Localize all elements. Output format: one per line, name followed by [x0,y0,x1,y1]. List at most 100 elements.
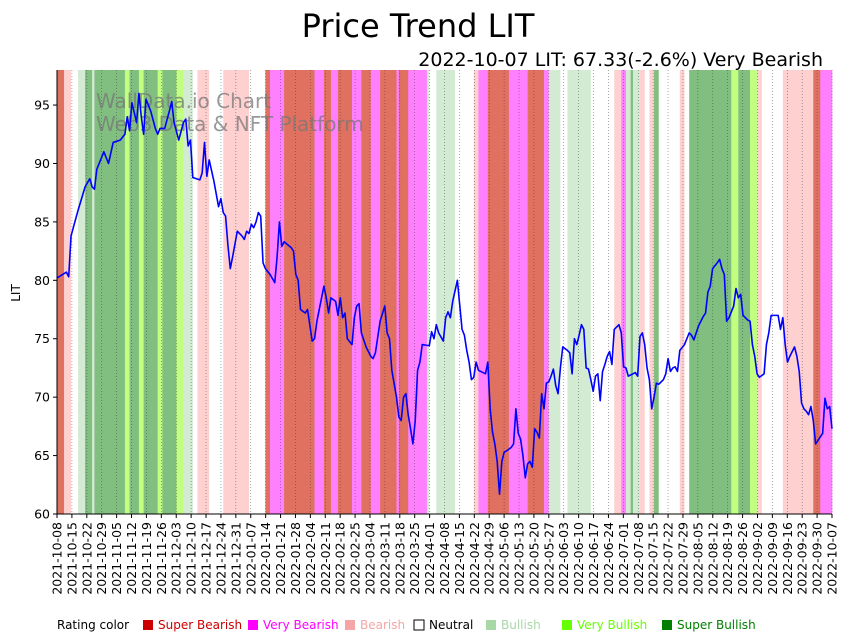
y-tick-label: 80 [34,273,50,288]
y-axis-label: LIT [9,284,23,302]
chart-title: Price Trend LIT [302,7,535,45]
rating-band [658,70,681,514]
x-tick-label: 2022-08-12 [705,522,720,595]
x-tick-label: 2022-08-26 [735,522,750,595]
rating-band [162,70,177,514]
rating-band [223,70,250,514]
x-tick-label: 2022-07-15 [646,522,661,595]
x-tick-label: 2021-10-15 [64,522,79,595]
rating-band [614,70,622,514]
x-tick-label: 2022-07-22 [661,522,676,595]
rating-band [370,70,381,514]
rating-band [426,70,430,514]
watermark-line-1: WallData.io Chart [96,89,271,113]
rating-band [197,70,210,514]
y-ticks: 60 65 70 75 80 85 90 95 [34,98,57,522]
x-tick-label: 2022-09-30 [810,522,825,595]
legend-swatch [662,620,672,630]
rating-band [630,70,634,514]
rating-band [330,70,339,514]
x-tick-label: 2022-03-25 [407,522,422,595]
rating-band [176,70,184,514]
legend-swatch [345,620,355,630]
x-tick-label: 2021-11-12 [124,522,139,595]
rating-band [323,70,332,514]
rating-band [270,70,285,514]
rating-band [560,70,568,514]
x-tick-label: 2022-04-22 [467,522,482,595]
chart-subtitle: 2022-10-07 LIT: 67.33(-2.6%) Very Bearis… [418,49,823,71]
vertical-gridlines [56,70,833,514]
rating-band [314,70,325,514]
rating-band [408,70,428,514]
rating-band [429,70,437,514]
rating-band [487,70,510,514]
rating-band [352,70,362,514]
x-tick-label: 2022-04-01 [422,522,437,595]
x-tick-label: 2022-06-10 [571,522,586,595]
x-tick-label: 2021-11-26 [154,522,169,595]
x-tick-label: 2022-05-20 [526,522,541,595]
x-tick-label: 2021-12-10 [184,522,199,595]
rating-band [590,70,615,514]
legend-swatch [486,620,496,630]
rating-band [157,70,163,514]
x-tick-label: 2022-10-07 [825,522,840,595]
x-tick-label: 2022-03-04 [362,522,377,595]
rating-band [625,70,631,514]
rating-band [265,70,271,514]
rating-band [567,70,592,514]
rating-band [478,70,489,514]
price-line [56,92,833,495]
y-tick-label: 70 [34,390,50,405]
x-tick-label: 2022-01-07 [243,522,258,595]
x-tick-label: 2021-12-24 [213,522,228,595]
x-tick-label: 2022-01-14 [258,522,273,595]
legend-swatch [413,619,425,631]
rating-band [455,70,475,514]
rating-band [138,70,144,514]
x-tick-label: 2021-12-31 [228,522,243,595]
rating-band [654,70,660,514]
rating-band [143,70,158,514]
x-tick-label: 2021-10-08 [50,522,65,595]
rating-band [361,70,372,514]
y-tick-label: 85 [34,214,50,229]
rating-band [820,70,833,514]
x-tick-label: 2022-05-27 [541,522,556,595]
y-tick-label: 60 [34,507,50,522]
x-tick-label: 2022-06-03 [556,522,571,595]
legend-label: Very Bearish [263,618,339,632]
rating-band [94,70,126,514]
y-tick-label: 65 [34,448,50,463]
x-tick-label: 2021-10-22 [79,522,94,595]
x-tick-label: 2022-01-21 [273,522,288,595]
rating-band [684,70,690,514]
x-tick-label: 2022-06-24 [601,522,616,595]
y-tick-label: 75 [34,331,50,346]
x-tick-label: 2021-11-19 [139,522,154,595]
x-tick-label: 2022-06-17 [586,522,601,595]
rating-band [64,70,72,514]
x-tick-label: 2022-08-05 [690,522,705,595]
rating-band [398,70,409,514]
x-tick-label: 2022-05-06 [497,522,512,595]
legend-title: Rating color [57,618,129,632]
rating-band [337,70,353,514]
x-tick-label: 2022-09-02 [750,522,765,595]
x-tick-label: 2022-07-29 [675,522,690,595]
rating-band [782,70,814,514]
x-tick-label: 2022-07-01 [616,522,631,595]
x-tick-label: 2022-09-09 [765,522,780,595]
x-tick-label: 2022-05-13 [512,522,527,595]
legend-label: Super Bearish [158,618,242,632]
x-tick-label: 2022-02-04 [303,522,318,595]
rating-band [632,70,641,514]
x-tick-label: 2021-10-29 [94,522,109,595]
rating-band [757,70,763,514]
legend-label: Super Bullish [677,618,756,632]
rating-bands [57,70,833,514]
x-tick-label: 2021-11-05 [109,522,124,595]
rating-band [85,70,93,514]
